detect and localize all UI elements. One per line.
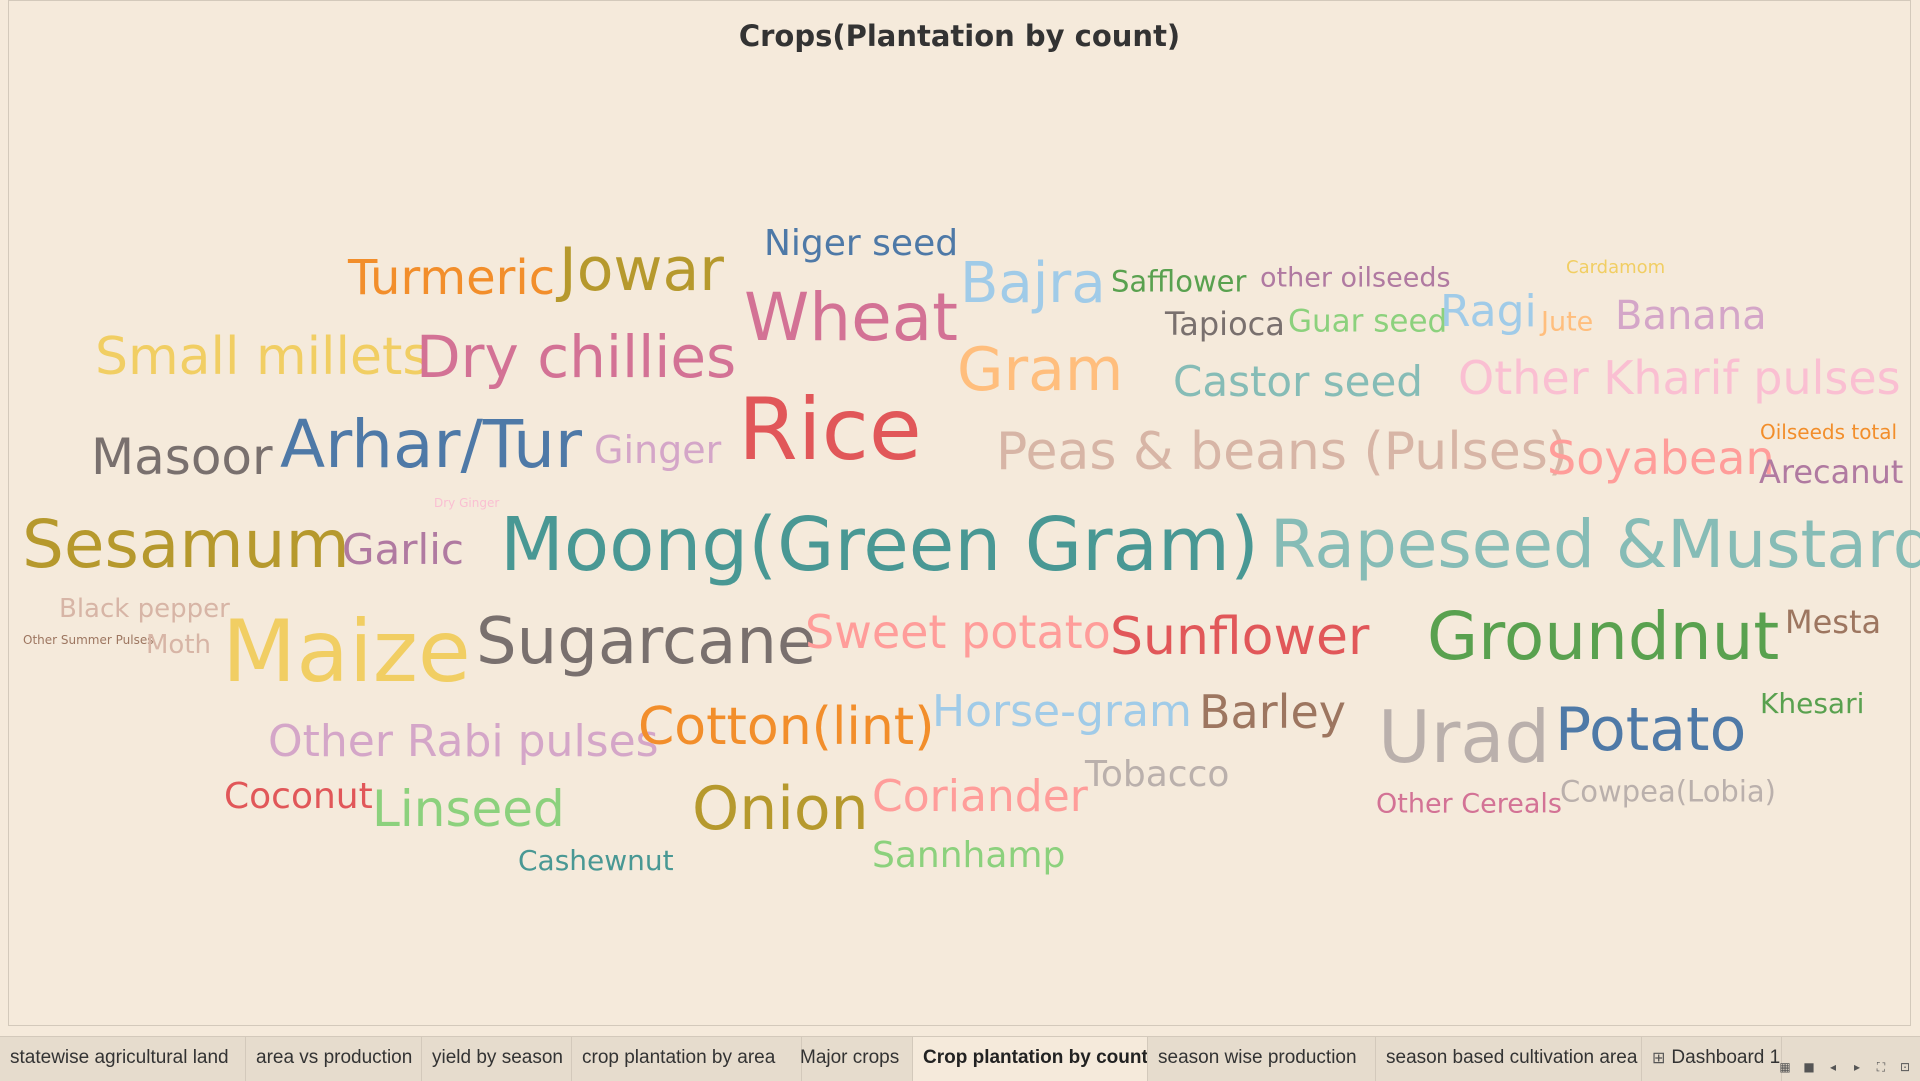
presentation-icon[interactable]: ⊡ <box>1899 1060 1911 1074</box>
word-moong-green-gram[interactable]: Moong(Green Gram) <box>500 502 1259 588</box>
word-niger-seed[interactable]: Niger seed <box>764 223 959 264</box>
word-potato[interactable]: Potato <box>1555 695 1747 765</box>
tab-controls: ▦ ■ ◂ ▸ ⛶ ⊡ <box>1778 1060 1912 1074</box>
word-rapeseed-mustard[interactable]: Rapeseed &Mustard <box>1270 506 1920 583</box>
word-other-summer-pulses[interactable]: Other Summer Pulses <box>23 633 154 647</box>
word-dry-chillies[interactable]: Dry chillies <box>416 323 737 391</box>
word-horse-gram[interactable]: Horse-gram <box>932 686 1192 737</box>
word-cashewnut[interactable]: Cashewnut <box>518 844 674 877</box>
fullscreen-icon[interactable]: ⛶ <box>1876 1060 1886 1074</box>
word-ginger[interactable]: Ginger <box>594 428 722 472</box>
tab-label: yield by season <box>432 1047 563 1068</box>
word-other-kharif-pulses[interactable]: Other Kharif pulses <box>1458 351 1901 405</box>
word-guar-seed[interactable]: Guar seed <box>1288 303 1448 340</box>
word-arecanut[interactable]: Arecanut <box>1759 453 1904 491</box>
word-castor-seed[interactable]: Castor seed <box>1173 357 1423 406</box>
word-cowpea-lobia[interactable]: Cowpea(Lobia) <box>1560 774 1776 809</box>
tab-label: Major crops <box>800 1047 900 1068</box>
tab-label: crop plantation by area <box>582 1047 776 1068</box>
word-sweet-potato[interactable]: Sweet potato <box>805 605 1111 659</box>
word-dry-ginger[interactable]: Dry Ginger <box>434 496 500 510</box>
word-ragi[interactable]: Ragi <box>1440 286 1537 337</box>
word-black-pepper[interactable]: Black pepper <box>59 594 230 624</box>
tab-label: Dashboard 1 <box>1671 1047 1781 1068</box>
tab-label: season wise production <box>1158 1047 1357 1068</box>
word-cardamom[interactable]: Cardamom <box>1566 257 1666 278</box>
word-groundnut[interactable]: Groundnut <box>1427 598 1780 675</box>
dashboard-icon: ⊞ <box>1652 1050 1666 1067</box>
word-sannhamp[interactable]: Sannhamp <box>872 835 1066 876</box>
tab-crop-plantation-by-area[interactable]: crop plantation by area <box>572 1037 802 1081</box>
word-sesamum[interactable]: Sesamum <box>22 506 350 583</box>
word-linseed[interactable]: Linseed <box>372 780 565 838</box>
word-sugarcane[interactable]: Sugarcane <box>476 605 817 679</box>
word-other-cereals[interactable]: Other Cereals <box>1376 788 1562 820</box>
word-coconut[interactable]: Coconut <box>224 776 373 817</box>
tab-crop-plantation-by-count[interactable]: Crop plantation by count <box>913 1037 1148 1081</box>
word-cloud: Niger seed Turmeric Jowar Bajra Safflower oth… <box>22 223 1920 877</box>
word-mesta[interactable]: Mesta <box>1785 603 1882 641</box>
word-gram[interactable]: Gram <box>957 335 1124 405</box>
word-barley[interactable]: Barley <box>1199 685 1346 739</box>
previous-sheet-icon[interactable]: ◂ <box>1829 1060 1837 1074</box>
sheet-title: Crops(Plantation by count) <box>738 19 1181 53</box>
tab-label: season based cultivation area <box>1386 1047 1638 1068</box>
word-turmeric[interactable]: Turmeric <box>348 250 556 306</box>
tab-major-crops[interactable]: Major crops <box>790 1037 913 1081</box>
word-wheat[interactable]: Wheat <box>744 279 959 356</box>
show-tabs-icon[interactable]: ■ <box>1803 1060 1815 1074</box>
word-rice[interactable]: Rice <box>738 380 922 480</box>
word-maize[interactable]: Maize <box>222 602 471 702</box>
word-arhar-tur[interactable]: Arhar/Tur <box>280 406 583 483</box>
tab-season-wise-production[interactable]: season wise production <box>1148 1037 1376 1081</box>
word-peas-beans-pulses[interactable]: Peas & beans (Pulses) <box>996 422 1569 482</box>
word-sunflower[interactable]: Sunflower <box>1110 607 1370 667</box>
word-small-millets[interactable]: Small millets <box>95 327 430 387</box>
word-masoor[interactable]: Masoor <box>91 428 273 486</box>
word-cotton-lint[interactable]: Cotton(lint) <box>638 697 935 757</box>
tab-dashboard-1[interactable]: ⊞ Dashboard 1 <box>1642 1037 1782 1081</box>
tab-season-based-cultivation-area[interactable]: season based cultivation area <box>1376 1037 1642 1081</box>
tab-area-vs-production[interactable]: area vs production <box>246 1037 422 1081</box>
next-sheet-icon[interactable]: ▸ <box>1853 1060 1861 1074</box>
word-tobacco[interactable]: Tobacco <box>1085 754 1230 795</box>
word-bajra[interactable]: Bajra <box>960 251 1106 316</box>
tab-label: Crop plantation by count <box>923 1047 1148 1068</box>
word-jute[interactable]: Jute <box>1541 306 1594 338</box>
word-urad[interactable]: Urad <box>1378 695 1551 779</box>
word-banana[interactable]: Banana <box>1615 293 1767 339</box>
worksheet-canvas: Crops(Plantation by count) <box>8 0 1911 1026</box>
show-filmstrip-icon[interactable]: ▦ <box>1779 1060 1791 1074</box>
word-oilseeds-total[interactable]: Oilseeds total <box>1760 420 1898 444</box>
tab-statewise-agricultural-land[interactable]: statewise agricultural land <box>0 1037 246 1081</box>
tab-yield-by-season[interactable]: yield by season <box>422 1037 572 1081</box>
tab-label: area vs production <box>256 1047 413 1068</box>
sheet-tab-bar: statewise agricultural land area vs produ… <box>0 1036 1920 1081</box>
word-safflower[interactable]: Safflower <box>1111 264 1247 299</box>
word-garlic[interactable]: Garlic <box>342 525 464 574</box>
word-other-rabi-pulses[interactable]: Other Rabi pulses <box>268 716 659 767</box>
word-other-oilseeds[interactable]: other oilseeds <box>1260 262 1451 294</box>
word-tapioca[interactable]: Tapioca <box>1165 305 1285 343</box>
word-jowar[interactable]: Jowar <box>559 235 724 305</box>
word-coriander[interactable]: Coriander <box>872 771 1088 822</box>
tab-label: statewise agricultural land <box>10 1047 229 1068</box>
word-soyabean[interactable]: Soyabean <box>1547 431 1775 485</box>
word-khesari[interactable]: Khesari <box>1760 687 1865 720</box>
word-onion[interactable]: Onion <box>692 774 869 844</box>
word-moth[interactable]: Moth <box>146 630 212 660</box>
